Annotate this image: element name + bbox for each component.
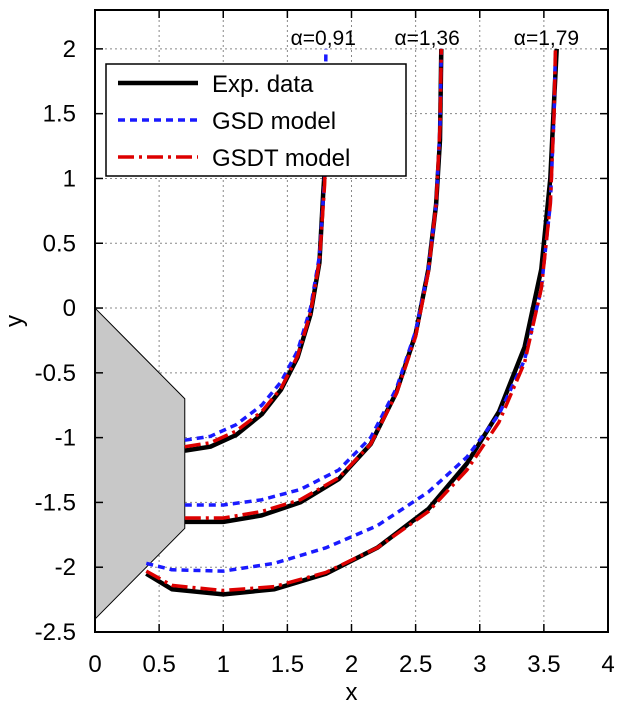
y-tick-label: 1.5: [43, 101, 76, 128]
x-axis-label: x: [346, 679, 358, 704]
x-tick-label: 4: [601, 651, 614, 678]
legend: Exp. data GSD model GSDT model: [105, 63, 407, 177]
x-tick-label: 1.5: [271, 651, 304, 678]
alpha-annotation: α=1,36: [395, 27, 460, 50]
y-tick-label: -2.5: [35, 619, 76, 646]
tick-labels: 0 0.5 1 1.5 2 2.5 3 3.5 4 2 1.5 1 0.5 0 -0.5 -1 -1.5 -2 -2…: [35, 36, 615, 678]
x-tick-label: 3.5: [527, 651, 560, 678]
x-tick-label: 0.5: [142, 651, 175, 678]
alpha-annotation: α=1,79: [514, 27, 579, 50]
series-1-curve-0: [184, 48, 328, 442]
x-tick-label: 0: [88, 651, 101, 678]
grid: [95, 10, 608, 632]
series-2-curve-2: [145, 48, 558, 593]
y-tick-label: 0.5: [43, 230, 76, 257]
y-tick-label: -2: [55, 554, 76, 581]
series-1-curve-1: [184, 48, 444, 507]
series-2-curve-1: [184, 48, 444, 520]
alpha-annotation: α=0,91: [291, 27, 356, 50]
y-tick-label: -1: [55, 425, 76, 452]
legend-label: Exp. data: [212, 71, 314, 98]
series-0-curve-0: [184, 152, 329, 453]
series-2-curve-0: [184, 139, 328, 449]
y-tick-label: -1.5: [35, 489, 76, 516]
y-tick-label: 0: [63, 295, 76, 322]
y-tick-label: 1: [63, 165, 76, 192]
legend-label: GSDT model: [212, 145, 350, 172]
legend-label: GSD model: [212, 108, 336, 135]
x-tick-label: 2.5: [399, 651, 432, 678]
series-1: [145, 48, 558, 573]
series-2: [145, 48, 558, 593]
x-tick-label: 1: [217, 651, 230, 678]
series-layer: [145, 48, 559, 597]
y-tick-label: 2: [63, 36, 76, 63]
y-axis-label: y: [1, 315, 28, 327]
series-1-curve-2: [145, 48, 558, 573]
series-0-curve-2: [145, 48, 559, 597]
x-tick-label: 3: [473, 651, 486, 678]
axis-ticks: [94, 10, 609, 633]
body-shape: [94, 306, 186, 621]
body-shape-layer: [94, 306, 186, 621]
x-tick-label: 2: [345, 651, 358, 678]
annotations: α=0,91 α=1,36 α=1,79: [291, 27, 579, 50]
y-tick-label: -0.5: [35, 360, 76, 387]
